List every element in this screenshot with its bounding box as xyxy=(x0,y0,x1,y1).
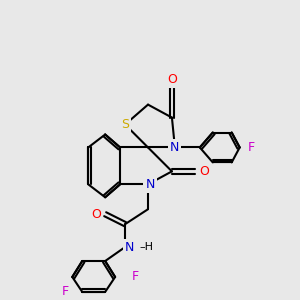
Text: O: O xyxy=(199,165,209,178)
Text: F: F xyxy=(248,141,255,154)
Text: O: O xyxy=(91,208,101,221)
Text: N: N xyxy=(145,178,155,191)
Text: O: O xyxy=(167,73,177,86)
Text: F: F xyxy=(62,285,69,298)
Text: –H: –H xyxy=(139,242,153,252)
Text: N: N xyxy=(124,241,134,254)
Text: N: N xyxy=(170,141,180,154)
Text: S: S xyxy=(121,118,129,131)
Text: F: F xyxy=(131,271,139,284)
